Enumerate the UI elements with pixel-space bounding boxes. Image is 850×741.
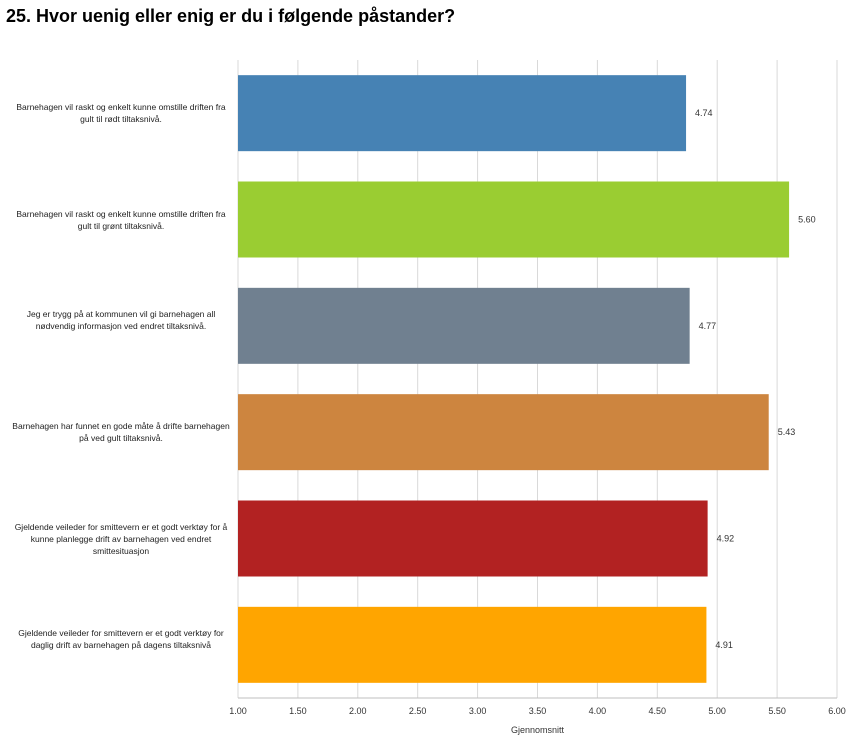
x-tick-label: 4.00 [589,706,607,716]
page-title: 25. Hvor uenig eller enig er du i følgen… [6,6,456,26]
category-label: Gjeldende veileder for smittevern er et … [14,521,228,556]
category-label: Jeg er trygg på at kommunen vil gi barne… [26,308,216,331]
bar-value-label: 4.92 [717,534,735,544]
bar [238,75,687,152]
bar [238,606,707,683]
bar [238,287,690,364]
x-tick-label: 6.00 [828,706,846,716]
x-tick-label: 5.00 [708,706,726,716]
x-tick-label: 2.00 [349,706,367,716]
bar-value-label: 5.43 [778,427,796,437]
bar [238,394,769,471]
x-tick-label: 2.50 [409,706,427,716]
category-label: Barnehagen vil raskt og enkelt kunne oms… [16,102,226,125]
x-tick-label: 4.50 [649,706,667,716]
bar-value-label: 4.91 [715,640,733,650]
bar [238,500,708,577]
x-axis-title: Gjennomsnitt [511,725,565,735]
bar-value-label: 5.60 [798,215,816,225]
x-tick-label: 1.50 [289,706,307,716]
x-tick-label: 3.50 [529,706,547,716]
bar-value-label: 4.74 [695,108,713,118]
x-tick-label: 1.00 [229,706,247,716]
category-label: Barnehagen vil raskt og enkelt kunne oms… [16,208,226,231]
x-tick-label: 3.00 [469,706,487,716]
bar-value-label: 4.77 [699,321,717,331]
bar [238,181,790,258]
category-label: Barnehagen har funnet en gode måte å dri… [12,421,230,444]
x-tick-label: 5.50 [768,706,786,716]
category-label: Gjeldende veileder for smittevern er et … [18,627,224,650]
